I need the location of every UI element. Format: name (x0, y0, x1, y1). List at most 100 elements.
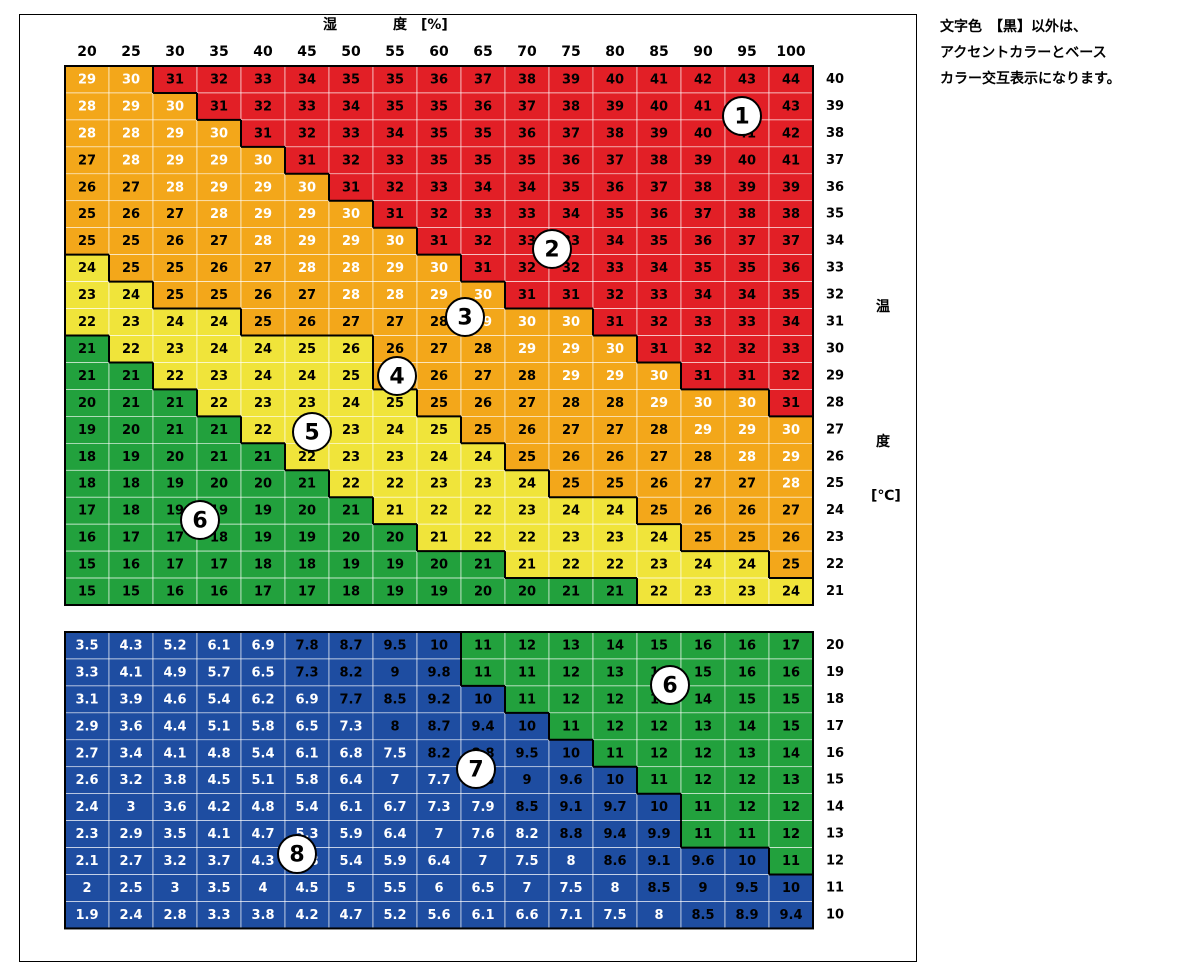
lower-grid-cell (460, 901, 506, 929)
upper-grid-cell (768, 335, 814, 363)
upper-grid-cell (636, 146, 682, 175)
upper-grid-cell (64, 335, 110, 363)
upper-grid-cell (284, 65, 330, 94)
upper-grid-cell-value: 26 (562, 450, 580, 465)
upper-grid-cell-value: 19 (386, 585, 404, 600)
lower-grid-cell (636, 739, 682, 768)
temperature-tick-label: 15 (826, 773, 844, 788)
lower-grid-cell (768, 820, 814, 848)
upper-grid-cell (768, 523, 814, 552)
upper-grid-cell (416, 65, 462, 94)
lower-grid-cell (284, 658, 330, 687)
upper-grid-cell-value: 21 (166, 396, 184, 411)
upper-grid-cell (108, 389, 154, 417)
upper-grid-cell-value: 25 (474, 423, 492, 438)
lower-grid-cell (108, 901, 154, 929)
upper-grid-cell (680, 227, 726, 255)
lower-grid-cell (416, 766, 462, 795)
upper-grid-cell-value: 15 (78, 585, 96, 600)
temperature-tick-label: 18 (826, 692, 844, 707)
upper-grid-cell (372, 496, 418, 525)
upper-grid-cell-value: 25 (210, 288, 228, 303)
upper-grid-cell-value: 15 (122, 585, 140, 600)
upper-grid-cell-value: 32 (518, 261, 536, 276)
upper-grid-cell-value: 24 (474, 450, 492, 465)
lower-grid-cell-value: 3.3 (207, 908, 230, 923)
upper-grid-cell-value: 31 (606, 315, 624, 330)
upper-grid-cell (328, 146, 374, 175)
lower-grid-cell (592, 766, 638, 795)
upper-grid-cell (64, 523, 110, 552)
upper-grid-cell-value: 30 (298, 180, 316, 195)
lower-grid-cell-value: 6.2 (251, 692, 274, 707)
upper-grid-cell-value: 33 (606, 261, 624, 276)
upper-grid-cell-value: 27 (430, 342, 448, 357)
lower-grid-cell (372, 712, 418, 741)
upper-grid-cell-value: 38 (562, 99, 580, 114)
lower-grid-cell-value: 8 (566, 854, 575, 869)
zone-badge (277, 834, 317, 874)
zone-badge (292, 412, 332, 452)
upper-grid-cell (680, 119, 726, 148)
lower-grid-cell (196, 712, 242, 741)
lower-grid-cell (108, 793, 154, 821)
lower-grid-cell (504, 658, 550, 687)
upper-grid-cell-value: 22 (562, 558, 580, 573)
lower-grid-cell (768, 712, 814, 741)
upper-grid-cell-value: 29 (298, 234, 316, 249)
upper-grid-cell-value: 16 (122, 558, 140, 573)
upper-grid-cell-value: 33 (518, 234, 536, 249)
upper-grid-cell-value: 33 (650, 288, 668, 303)
lower-grid-cell (636, 820, 682, 848)
upper-grid-cell-value: 38 (606, 126, 624, 141)
lower-grid-cell-value: 3.3 (75, 665, 98, 680)
lower-grid-cell-value: 4.8 (207, 746, 230, 761)
upper-grid-cell (416, 389, 462, 417)
upper-grid-cell-value: 23 (606, 531, 624, 546)
temperature-tick-label: 29 (826, 368, 844, 383)
lower-grid-cell-value: 9.5 (735, 881, 758, 896)
upper-grid-cell-value: 34 (342, 99, 360, 114)
upper-grid-cell (460, 227, 506, 255)
upper-grid-cell (768, 389, 814, 417)
upper-grid-cell-value: 32 (254, 99, 272, 114)
upper-grid-cell-value: 23 (430, 477, 448, 492)
upper-grid-cell-value: 41 (782, 153, 800, 168)
upper-grid-cell (328, 577, 374, 606)
upper-grid-cell (152, 254, 198, 282)
lower-grid-cell (328, 739, 374, 768)
upper-grid-cell-value: 29 (782, 450, 800, 465)
lower-grid-cell-value: 7 (522, 881, 531, 896)
upper-grid-cell-value: 28 (78, 99, 96, 114)
upper-grid-cell-value: 34 (298, 72, 316, 87)
upper-grid-cell-value: 32 (386, 180, 404, 195)
lower-grid-cell-value: 5.2 (383, 908, 406, 923)
upper-grid-cell-value: 25 (342, 369, 360, 384)
lower-grid-cell-value: 1.9 (75, 908, 98, 923)
upper-grid-cell-value: 32 (562, 261, 580, 276)
upper-grid-cell (460, 173, 506, 202)
upper-grid-cell-value: 21 (78, 342, 96, 357)
upper-grid-cell-value: 19 (166, 477, 184, 492)
upper-grid-cell (108, 469, 154, 498)
lower-grid-cell (592, 712, 638, 741)
lower-grid-cell (548, 874, 594, 902)
upper-grid-cell-value: 29 (254, 207, 272, 222)
upper-grid-cell (636, 92, 682, 121)
lower-grid-cell-value: 11 (474, 665, 492, 680)
zone-badge (180, 500, 220, 540)
upper-grid-cell-value: 22 (166, 369, 184, 384)
upper-grid-cell (108, 550, 154, 579)
upper-grid-cell-value: 27 (122, 180, 140, 195)
upper-grid-cell (152, 416, 198, 444)
upper-grid-cell-value: 21 (210, 450, 228, 465)
upper-grid-cell (768, 281, 814, 309)
lower-grid-cell (724, 631, 770, 660)
upper-grid-cell-value: 25 (430, 423, 448, 438)
upper-grid-cell-value: 39 (562, 72, 580, 87)
lower-grid-cell (64, 685, 110, 714)
upper-grid-cell-value: 25 (166, 261, 184, 276)
lower-grid-cell (152, 712, 198, 741)
upper-grid-cell (372, 281, 418, 309)
upper-grid-cell-value: 29 (122, 99, 140, 114)
